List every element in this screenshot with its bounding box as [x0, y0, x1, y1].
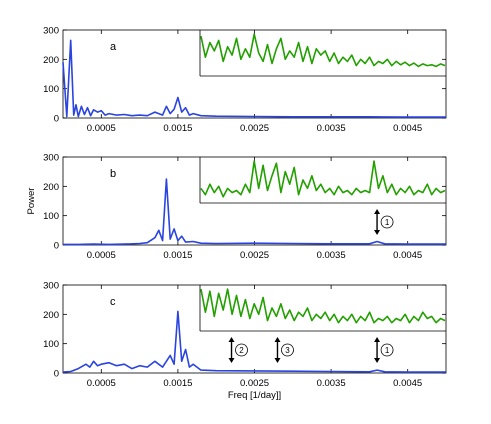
- plot-frame: [62, 284, 447, 374]
- arrow-head-up: [274, 337, 281, 342]
- annotation-circle: [281, 343, 294, 357]
- arrow-head-down: [374, 358, 381, 363]
- y-tick-label: 100: [43, 211, 59, 222]
- x-tick-label: 0.0035: [317, 123, 346, 134]
- y-tick-label: 200: [43, 55, 59, 66]
- panel-label: b: [110, 168, 116, 180]
- arrow-annotation: 1: [374, 337, 394, 363]
- arrow-head-down: [274, 358, 281, 363]
- main-series-line: [62, 39, 446, 118]
- main-series-line: [62, 310, 446, 373]
- arrow-head-down: [374, 230, 381, 235]
- arrow-head-down: [228, 358, 235, 363]
- x-tick-label: 0.0015: [163, 123, 192, 134]
- y-axis-label: Power: [26, 188, 37, 215]
- y-tick-label: 100: [43, 339, 59, 350]
- x-tick-label: 0.0005: [87, 250, 116, 261]
- annotation-number: 3: [285, 346, 290, 355]
- x-tick-label: 0.0015: [163, 250, 192, 261]
- panel-label: c: [110, 296, 116, 308]
- x-tick-label: 0.0045: [393, 123, 422, 134]
- arrow-head-up: [374, 337, 381, 342]
- y-tick-label: 200: [43, 310, 59, 321]
- y-tick-label: 300: [43, 26, 59, 37]
- x-tick-label: 0.0035: [317, 378, 346, 389]
- x-tick-label: 0.0015: [163, 378, 192, 389]
- panel-c: 0 100 200 300 0.0005 0.0015 0.0025 0.0035 0.0045…: [43, 281, 447, 401]
- inset-series-line: [200, 288, 446, 324]
- panel-a: 0 100 200 300 0.0005 0.0015 0.0025 0.0035 0.0045…: [43, 26, 447, 134]
- plot-frame: [62, 29, 447, 119]
- annotation-circle: [380, 343, 394, 357]
- x-tick-label: 0.0045: [393, 250, 422, 261]
- plot-frame: [62, 156, 447, 246]
- y-tick-label: 0: [54, 369, 59, 380]
- arrow-head-up: [374, 209, 381, 214]
- annotation-number: 1: [385, 218, 390, 227]
- inset-series-line: [200, 33, 446, 68]
- y-tick-label: 0: [54, 241, 59, 252]
- x-tick-label: 0.0005: [87, 123, 116, 134]
- x-tick-label: 0.0025: [240, 123, 269, 134]
- x-axis-label: Freq [1/day]]: [228, 390, 281, 401]
- panel-label: a: [110, 41, 117, 53]
- x-tick-label: 0.0045: [393, 378, 422, 389]
- x-tick-label: 0.0025: [240, 250, 269, 261]
- arrow-head-up: [228, 337, 235, 342]
- inset-series-line: [200, 160, 446, 198]
- x-tick-label: 0.0035: [317, 250, 346, 261]
- y-tick-label: 300: [43, 153, 59, 164]
- arrow-annotation: 3: [274, 337, 294, 363]
- y-tick-label: 200: [43, 182, 59, 193]
- panel-b: 0 100 200 300 0.0005 0.0015 0.0025 0.0035 0.0045…: [26, 153, 447, 261]
- annotation-number: 1: [385, 346, 390, 355]
- annotation-circle: [235, 343, 248, 357]
- main-series-line: [63, 178, 446, 246]
- annotation-circle: [380, 215, 394, 229]
- arrow-annotation: 2: [228, 337, 248, 363]
- y-tick-label: 300: [43, 281, 59, 292]
- y-tick-label: 0: [54, 114, 59, 125]
- y-tick-label: 100: [43, 84, 59, 95]
- x-tick-label: 0.0025: [240, 378, 269, 389]
- x-tick-label: 0.0005: [87, 378, 116, 389]
- annotation-number: 2: [239, 346, 244, 355]
- arrow-annotation: 1: [374, 209, 394, 235]
